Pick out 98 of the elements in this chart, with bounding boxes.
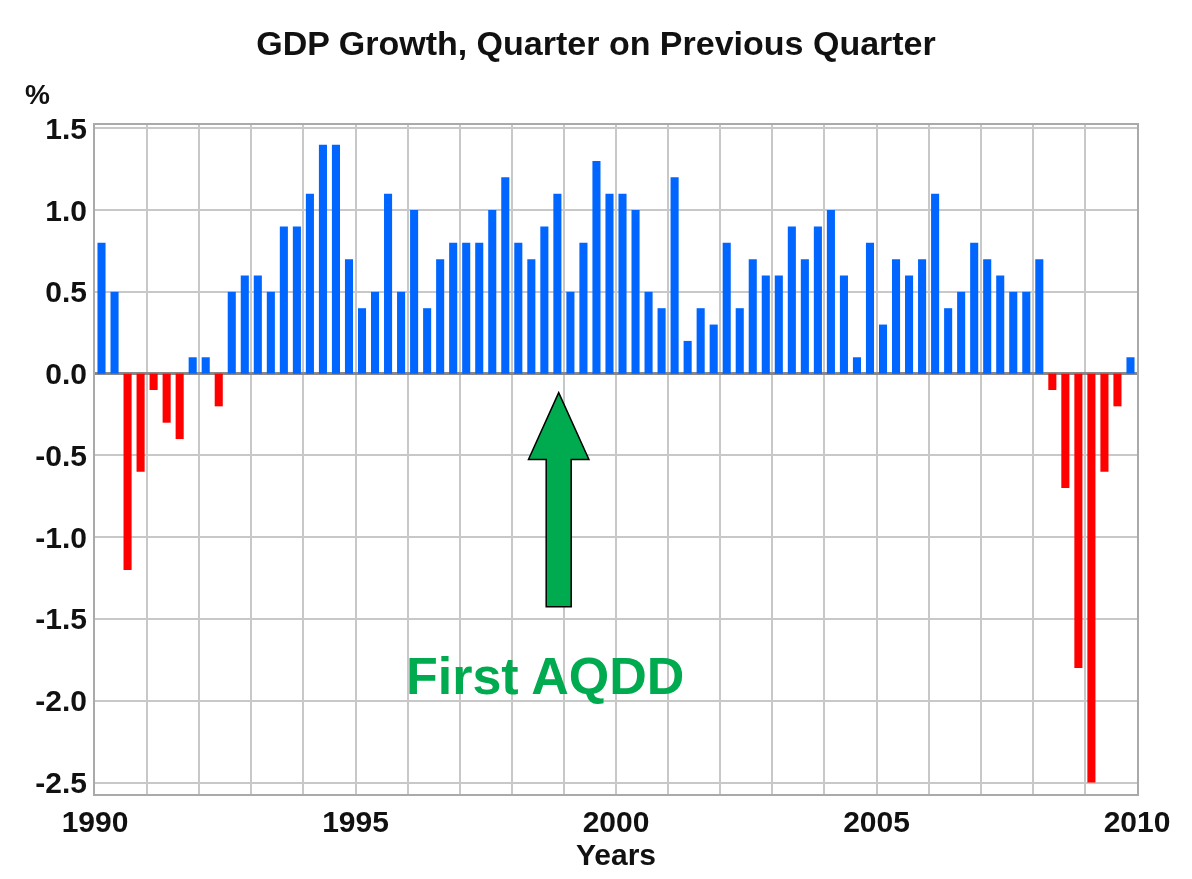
bar — [1100, 373, 1109, 472]
bar — [813, 226, 822, 374]
annotation: First AQDD — [406, 647, 685, 705]
bar — [1009, 291, 1018, 374]
bar — [188, 357, 197, 374]
y-tick-label: 1.0 — [45, 193, 87, 227]
bar — [462, 242, 471, 374]
bar — [970, 242, 979, 374]
y-tick-label: -2.5 — [35, 766, 87, 800]
bar — [1022, 291, 1031, 374]
bar — [905, 275, 914, 374]
bar — [201, 357, 210, 374]
bar — [527, 259, 536, 374]
bar — [292, 226, 301, 374]
bar — [371, 291, 380, 374]
bar — [1126, 357, 1135, 374]
bar — [670, 177, 679, 374]
bar — [631, 210, 640, 374]
bar — [357, 308, 367, 374]
bar — [1061, 373, 1070, 489]
bar — [722, 242, 731, 374]
bar — [787, 226, 796, 374]
bar — [175, 373, 184, 440]
bar — [931, 193, 940, 374]
y-axis-title: % — [25, 79, 50, 110]
bar — [592, 160, 601, 374]
bar — [279, 226, 288, 374]
bar — [240, 275, 249, 374]
bar — [826, 210, 835, 374]
bar — [761, 275, 770, 374]
bar — [800, 259, 809, 374]
bar — [644, 291, 653, 374]
bar — [996, 275, 1005, 374]
bar — [318, 144, 327, 374]
bar — [709, 324, 718, 374]
bar — [1035, 259, 1044, 374]
y-tick-label: 0.5 — [45, 275, 87, 309]
bar — [488, 210, 497, 374]
bar — [957, 291, 966, 374]
bar — [384, 193, 393, 374]
bar — [553, 193, 562, 374]
bar — [878, 324, 888, 374]
bar — [983, 259, 992, 374]
bar — [892, 259, 901, 374]
x-tick-label: 2010 — [1103, 805, 1171, 838]
y-tick-label: -2.0 — [35, 684, 87, 718]
bar — [305, 193, 314, 374]
bar — [852, 357, 861, 374]
y-tick-label: 0.0 — [45, 357, 87, 391]
x-tick-label: 2000 — [582, 805, 650, 838]
bar — [918, 259, 927, 374]
bar — [501, 177, 510, 374]
bar — [839, 275, 848, 374]
bar — [657, 308, 666, 374]
bar — [865, 242, 875, 374]
x-tick-label: 1995 — [322, 805, 389, 838]
bar — [683, 340, 692, 374]
x-axis-title: Years — [575, 838, 657, 871]
bar — [514, 242, 523, 374]
bar — [214, 373, 223, 407]
bar — [331, 144, 340, 374]
bar — [748, 259, 757, 374]
bar — [410, 210, 419, 374]
bar — [97, 242, 106, 374]
y-tick-label: -1.0 — [35, 520, 87, 554]
bar — [266, 291, 275, 374]
bar — [344, 259, 354, 374]
y-tick-label: -1.5 — [35, 602, 87, 636]
bar — [423, 308, 432, 374]
bar — [774, 275, 783, 374]
bar — [110, 291, 119, 374]
chart-title: GDP Growth, Quarter on Previous Quarter — [256, 23, 936, 62]
bar — [1074, 373, 1083, 669]
bar — [162, 373, 171, 423]
bar — [605, 193, 614, 374]
bar — [696, 308, 705, 374]
y-tick-label: 1.5 — [45, 111, 87, 145]
bar — [1048, 373, 1057, 390]
bar — [579, 242, 588, 374]
bar — [136, 373, 145, 472]
bar — [227, 291, 236, 374]
y-tick-label: -0.5 — [35, 438, 87, 472]
bar — [436, 259, 445, 374]
bar — [253, 275, 262, 374]
x-tick-label: 1990 — [61, 805, 129, 838]
bar — [475, 242, 484, 374]
bar — [540, 226, 549, 374]
bar — [449, 242, 458, 374]
bar — [1087, 373, 1096, 783]
bar — [735, 308, 744, 374]
bar — [123, 373, 132, 570]
bar — [944, 308, 953, 374]
bar — [566, 291, 575, 374]
bar — [397, 291, 406, 374]
bar — [1113, 373, 1122, 407]
x-tick-label: 2005 — [843, 805, 910, 838]
bar — [618, 193, 627, 374]
bar — [149, 373, 158, 390]
